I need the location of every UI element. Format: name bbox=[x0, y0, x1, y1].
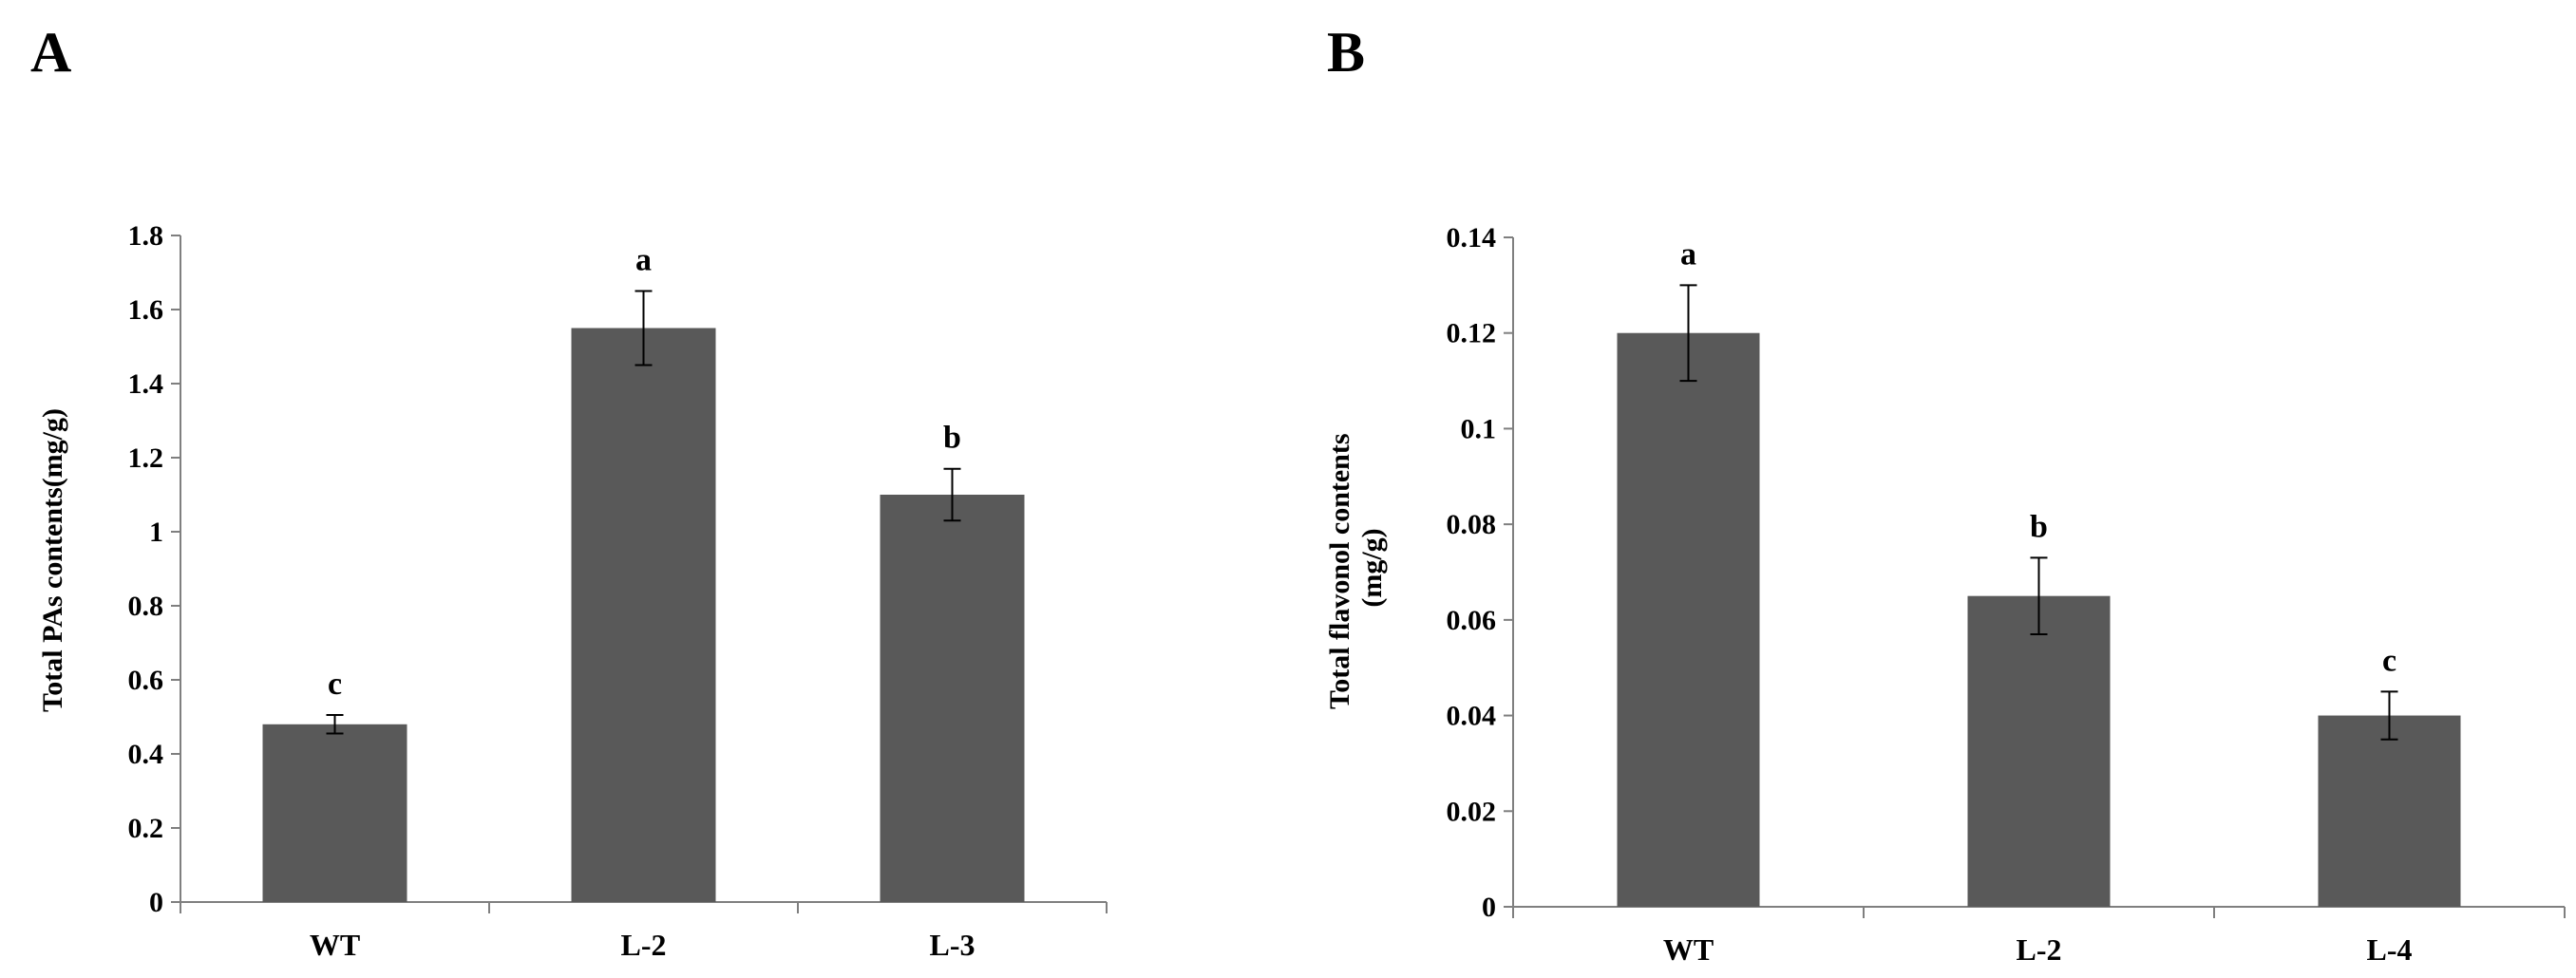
panel-a-y-tick-label: 0.4 bbox=[128, 739, 164, 770]
panel-b-category-label-l-4: L-4 bbox=[2367, 932, 2413, 967]
panel-a-y-tick-label: 1.8 bbox=[128, 220, 164, 252]
panel-a-ylabel: Total PAs contents(mg/g) bbox=[37, 408, 68, 712]
panel-a-y-tick-label: 1 bbox=[149, 517, 163, 548]
panel-b-significance-wt: a bbox=[1680, 236, 1696, 272]
panel-b-bar-l-4 bbox=[2318, 715, 2461, 907]
panel-b-y-tick-label: 0.02 bbox=[1447, 796, 1497, 827]
panel-a-category-label-wt: WT bbox=[310, 928, 360, 962]
panel-b-significance-l-2: b bbox=[2030, 509, 2048, 544]
panel-b-y-tick-label: 0.12 bbox=[1447, 318, 1497, 349]
panel-a-significance-l-3: b bbox=[943, 421, 961, 456]
panel-a-category-label-l-3: L-3 bbox=[930, 928, 975, 962]
panel-a: A Total PAs contents(mg/g) 0 0.2 0.4 0.6 0.8… bbox=[30, 21, 1108, 962]
panel-b-category-label-wt: WT bbox=[1663, 932, 1714, 967]
panel-a-category-label-l-2: L-2 bbox=[621, 928, 667, 962]
panel-a-y-tick-label: 1.4 bbox=[128, 368, 164, 400]
panel-a-significance-wt: c bbox=[328, 667, 342, 702]
panel-a-significance-l-2: a bbox=[635, 243, 652, 278]
panel-a-y-tick-label: 0.8 bbox=[128, 591, 164, 622]
panel-b-ylabel-line1: Total flavonol contents bbox=[1324, 433, 1355, 709]
panel-b-y-tick-label: 0.1 bbox=[1461, 413, 1497, 444]
panel-a-y-tick-label: 1.2 bbox=[128, 442, 164, 474]
panel-b-ylabel: Total flavonol contents (mg/g) bbox=[1324, 426, 1388, 709]
panel-b-y-tick-label: 0.06 bbox=[1447, 605, 1497, 636]
panel-a-bar-l-2 bbox=[571, 328, 716, 902]
panel-b-bar-l-2 bbox=[1967, 595, 2111, 907]
panel-b-y-tick-label: 0 bbox=[1482, 892, 1496, 923]
panel-a-y-tick-label: 0.2 bbox=[128, 813, 164, 844]
panel-b-ylabel-line2: (mg/g) bbox=[1356, 528, 1388, 607]
panel-b-plot: 0 0.02 0.04 0.06 0.08 0.1 0.12 0.14 a WT b L-2 c L-4 bbox=[1447, 222, 2566, 967]
panel-a-bar-l-3 bbox=[880, 495, 1025, 902]
panel-b-y-tick-label: 0.14 bbox=[1447, 222, 1497, 254]
panel-b-y-tick-label: 0.08 bbox=[1447, 509, 1497, 540]
panel-a-y-tick-label: 1.6 bbox=[128, 294, 164, 326]
panel-b-category-label-l-2: L-2 bbox=[2017, 932, 2062, 967]
panel-b-bar-wt bbox=[1617, 332, 1760, 907]
panel-a-y-tick-label: 0 bbox=[149, 887, 163, 918]
panel-a-label: A bbox=[30, 21, 71, 84]
panel-a-bar-wt bbox=[262, 724, 407, 902]
panel-b: B Total flavonol contents (mg/g) 0 0.02 0.… bbox=[1324, 21, 2566, 967]
panel-a-y-tick-label: 0.6 bbox=[128, 665, 164, 696]
panel-b-significance-l-4: c bbox=[2382, 643, 2396, 678]
panel-b-y-tick-label: 0.04 bbox=[1447, 701, 1497, 732]
panel-a-plot: 0 0.2 0.4 0.6 0.8 1 1.2 1.4 1.6 1.8 c WT a L-2 b L-3 bbox=[128, 220, 1108, 962]
panel-b-label: B bbox=[1327, 21, 1365, 84]
